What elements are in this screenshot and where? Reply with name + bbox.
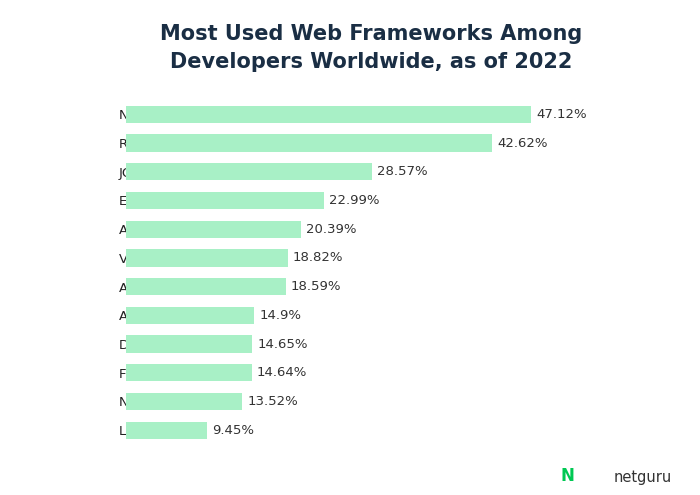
Bar	[126, 192, 323, 209]
Text: 20.39%: 20.39%	[307, 223, 357, 236]
Text: netguru: netguru	[614, 470, 672, 485]
Text: Ν: Ν	[560, 467, 574, 485]
Text: 47.12%: 47.12%	[536, 108, 587, 121]
Bar	[126, 135, 492, 151]
Title: Most Used Web Frameworks Among
Developers Worldwide, as of 2022: Most Used Web Frameworks Among Developer…	[160, 24, 582, 72]
Text: 14.9%: 14.9%	[259, 309, 301, 322]
Text: 28.57%: 28.57%	[377, 165, 428, 178]
Bar	[126, 393, 242, 410]
Bar	[126, 278, 286, 295]
Text: 18.59%: 18.59%	[291, 280, 342, 293]
Text: 42.62%: 42.62%	[498, 137, 548, 149]
Text: 22.99%: 22.99%	[329, 194, 379, 207]
Bar	[126, 307, 254, 324]
Text: 13.52%: 13.52%	[247, 395, 298, 408]
Bar	[126, 163, 372, 180]
Text: 9.45%: 9.45%	[212, 424, 254, 437]
Bar	[126, 422, 207, 439]
Bar	[126, 336, 252, 352]
Bar	[126, 249, 288, 266]
Bar	[126, 106, 531, 123]
Text: 14.64%: 14.64%	[257, 366, 307, 379]
Text: 18.82%: 18.82%	[293, 251, 344, 264]
Bar	[126, 364, 252, 381]
Bar	[126, 221, 301, 238]
Text: 14.65%: 14.65%	[257, 338, 307, 350]
